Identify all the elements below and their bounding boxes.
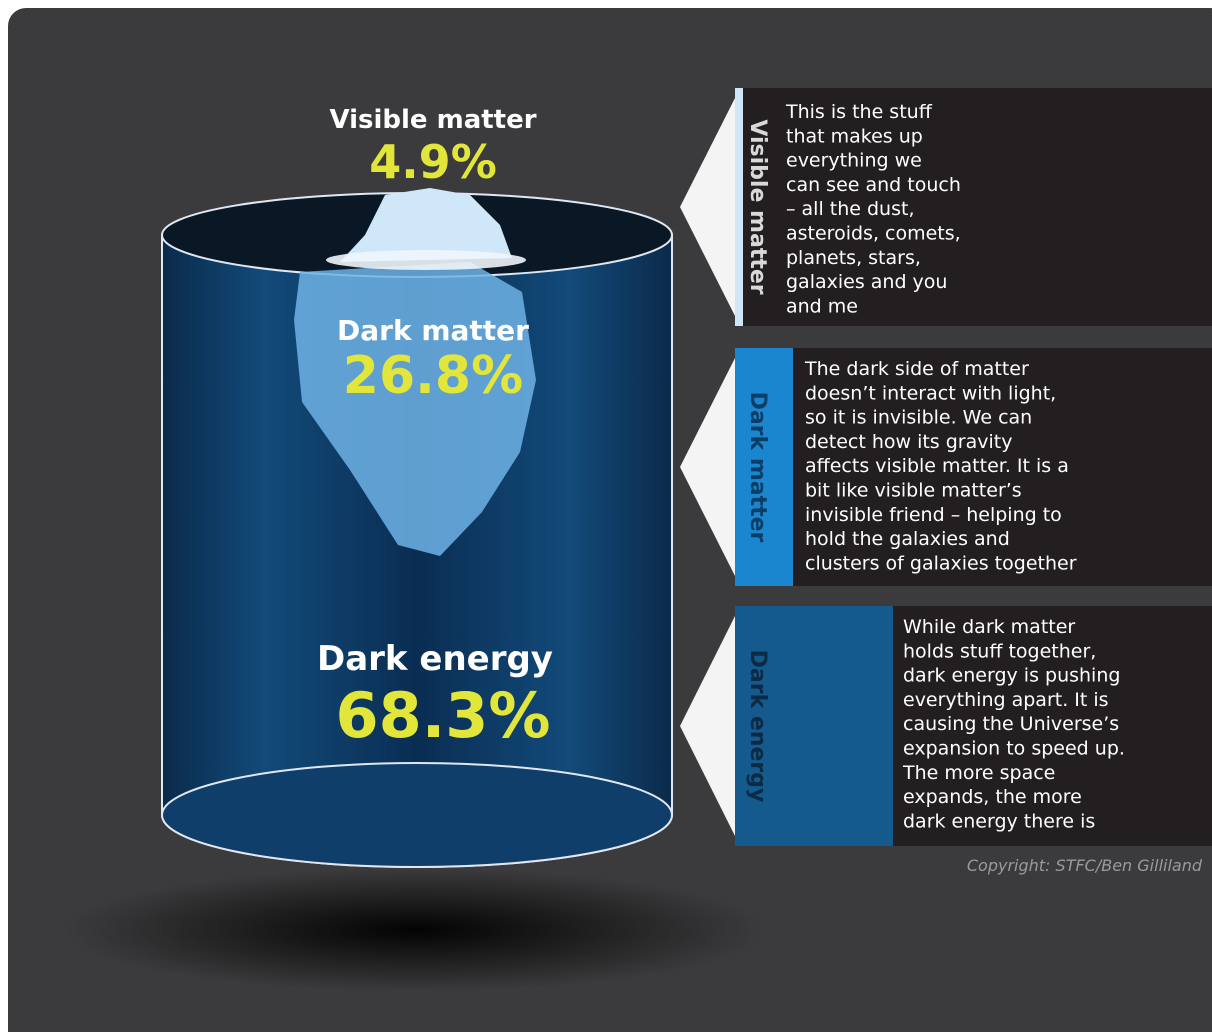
shadow bbox=[65, 868, 765, 992]
panel-title: Dark energy bbox=[745, 650, 770, 803]
panel-title: Visible matter bbox=[745, 119, 770, 294]
panel-text: that makes up bbox=[786, 125, 923, 147]
panel-text: hold the galaxies and bbox=[805, 528, 1010, 550]
panel-text: expands, the more bbox=[903, 786, 1082, 808]
panel-title: Dark matter bbox=[745, 392, 770, 543]
panel-text: so it is invisible. We can bbox=[805, 407, 1032, 429]
panel-text: The more space bbox=[902, 762, 1055, 784]
panel-text: The dark side of matter bbox=[804, 358, 1029, 380]
panel-text: expansion to speed up. bbox=[903, 738, 1125, 760]
panel-text: affects visible matter. It is a bbox=[805, 455, 1069, 477]
cylinder-bottom bbox=[162, 763, 672, 867]
panel-text: everything we bbox=[786, 150, 922, 172]
label-name: Dark energy bbox=[317, 639, 553, 679]
panel-text: While dark matter bbox=[903, 616, 1075, 638]
panel-text: galaxies and you bbox=[786, 271, 947, 293]
panel-text: holds stuff together, bbox=[903, 640, 1096, 662]
panel-text: – all the dust, bbox=[786, 198, 915, 220]
panel-text: detect how its gravity bbox=[805, 431, 1012, 453]
panel-text: asteroids, comets, bbox=[786, 223, 961, 245]
panel-text: bit like visible matter’s bbox=[805, 480, 1022, 502]
label-name: Visible matter bbox=[329, 105, 536, 135]
panel-text: everything apart. It is bbox=[903, 689, 1109, 711]
panel-text: dark energy is pushing bbox=[903, 665, 1120, 687]
panel-text: and me bbox=[786, 295, 858, 317]
panel-text: clusters of galaxies together bbox=[805, 552, 1077, 574]
label-percent: 68.3% bbox=[335, 679, 550, 752]
waterline bbox=[326, 250, 526, 270]
label-name: Dark matter bbox=[337, 314, 529, 347]
panel-text: can see and touch bbox=[786, 174, 961, 196]
label-percent: 4.9% bbox=[369, 135, 497, 189]
panel-text: causing the Universe’s bbox=[903, 713, 1119, 735]
panel-text: dark energy there is bbox=[903, 810, 1095, 832]
panel-text: doesn’t interact with light, bbox=[805, 382, 1056, 404]
label-percent: 26.8% bbox=[343, 346, 523, 406]
panel-strip bbox=[735, 88, 743, 326]
copyright: Copyright: STFC/Ben Gilliland bbox=[967, 856, 1203, 875]
infographic: Visible matter 4.9% Dark matter 26.8% Da… bbox=[0, 0, 1212, 1032]
panel-text: This is the stuff bbox=[785, 101, 933, 123]
panel-text: invisible friend – helping to bbox=[805, 504, 1062, 526]
panel-text: planets, stars, bbox=[786, 247, 921, 269]
